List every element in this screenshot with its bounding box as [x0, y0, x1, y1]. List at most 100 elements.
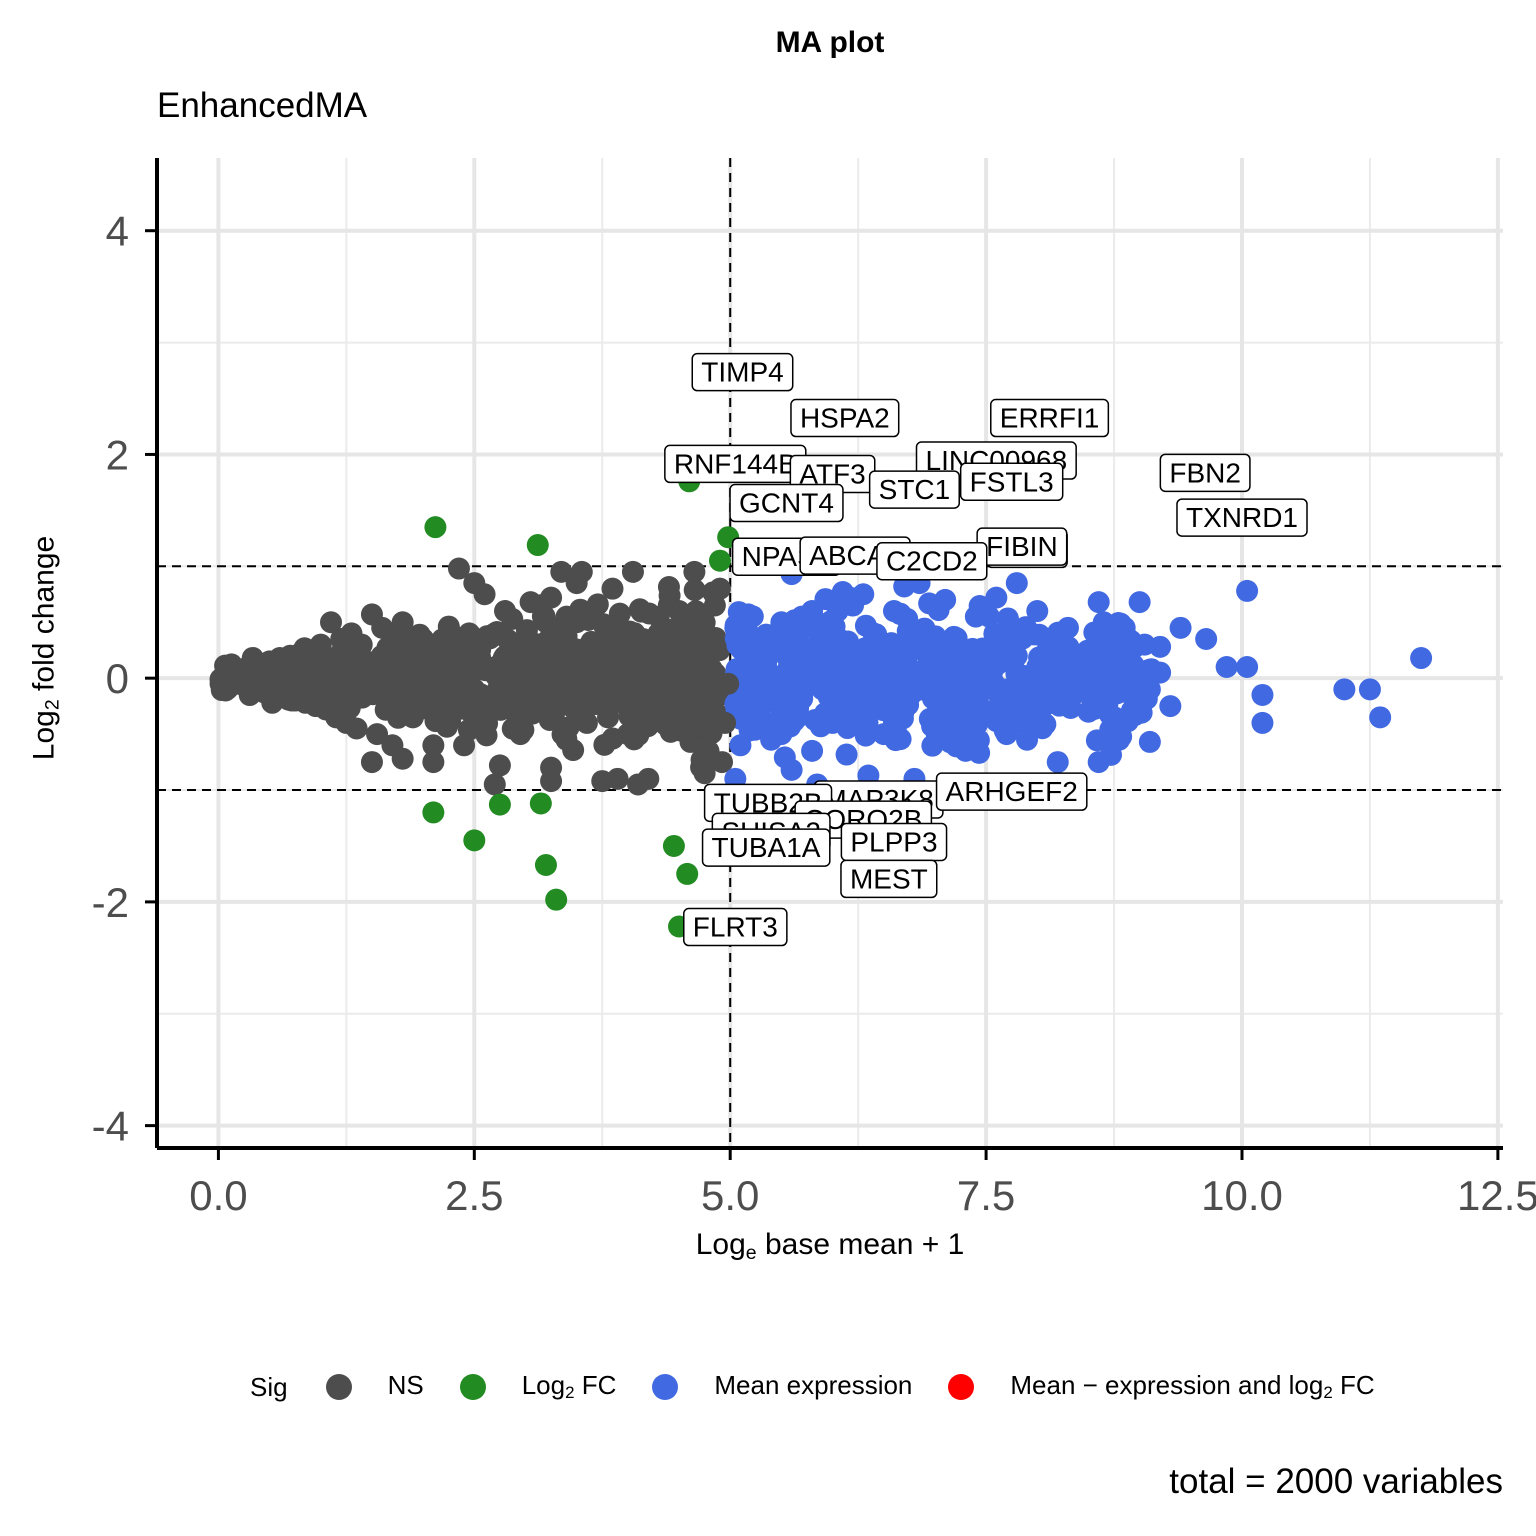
point-ns-cloud: [496, 693, 519, 716]
gene-label-box: [935, 772, 1088, 811]
legend-item-mean: Mean expression: [652, 1370, 912, 1403]
gene-label: FIBIN: [976, 527, 1068, 566]
legend-item-both: Mean − expression and log2 FC: [948, 1370, 1375, 1403]
point-ns: [540, 770, 563, 793]
point-ns: [391, 747, 414, 770]
gene-label-text: ARHGEF2: [946, 776, 1078, 807]
x-axis-label: Loge base mean + 1: [695, 1228, 965, 1264]
point-mean-cloud: [1103, 706, 1126, 729]
point-ns: [616, 723, 639, 746]
point-mean-expression: [1128, 591, 1151, 614]
point-mean-expression: [913, 633, 936, 656]
point-mean-cloud: [1120, 699, 1143, 722]
point-mean-expression: [821, 711, 844, 734]
gene-label-text: HSPA2: [800, 403, 890, 434]
point-ns-cloud: [327, 649, 350, 672]
x-tick-label: 12.5: [1457, 1172, 1536, 1219]
point-ns: [698, 661, 721, 684]
point-ns: [601, 577, 624, 600]
point-log2-fc: [424, 516, 447, 539]
gene-label-box: [1176, 498, 1308, 537]
point-mean-expression: [1138, 678, 1161, 701]
legend: Sig NS Log2 FC Mean expression Mean − ex…: [250, 1367, 1411, 1407]
point-mean-expression: [1215, 655, 1238, 678]
point-mean-cloud: [858, 700, 881, 723]
point-ns: [540, 586, 563, 609]
point-mean-expression: [1026, 655, 1049, 678]
point-mean-cloud: [1114, 623, 1137, 646]
point-mean-cloud: [786, 625, 809, 648]
point-ns: [637, 767, 660, 790]
point-mean-expression: [842, 661, 865, 684]
point-ns-cloud: [608, 602, 631, 625]
x-tick-label: 0.0: [189, 1172, 247, 1219]
point-ns: [483, 773, 506, 796]
x-tick-label: 7.5: [957, 1172, 1015, 1219]
point-log2-fc: [708, 549, 731, 572]
gene-label: ARHGEF2: [935, 772, 1088, 811]
point-mean-expression: [1005, 644, 1028, 667]
chart-title: MA plot: [775, 26, 885, 59]
gene-label-text: FSTL3: [970, 466, 1054, 497]
point-ns-cloud: [486, 656, 509, 679]
point-mean-expression: [770, 723, 793, 746]
point-mean-expression: [811, 678, 834, 701]
point-mean-expression: [1092, 611, 1115, 634]
point-mean-expression: [1410, 647, 1433, 670]
y-tick-label: 0: [106, 655, 129, 702]
point-ns: [698, 644, 721, 667]
point-mean-expression: [1108, 728, 1131, 751]
point-ns: [708, 577, 731, 600]
point-ns: [422, 751, 445, 774]
point-ns-cloud: [341, 667, 364, 690]
point-mean-cloud: [835, 743, 858, 766]
gene-label: GCNT4: [729, 483, 844, 523]
point-log2-fc: [422, 801, 445, 824]
point-mean-expression: [934, 588, 957, 611]
point-mean-expression: [995, 678, 1018, 701]
gene-label-text: FLRT3: [693, 912, 778, 943]
point-mean-expression: [836, 700, 859, 723]
point-mean-cloud: [978, 649, 1001, 672]
y-tick-label: 4: [106, 208, 129, 255]
point-ns: [575, 711, 598, 734]
point-ns: [432, 661, 455, 684]
point-mean-expression: [821, 644, 844, 667]
point-mean-expression: [1195, 628, 1218, 651]
point-mean-expression: [954, 739, 977, 762]
point-ns: [550, 560, 573, 583]
gene-label-box: [729, 483, 844, 523]
point-ns: [703, 594, 726, 617]
gene-label-text: ERRFI1: [1000, 403, 1100, 434]
y-tick-label: -2: [92, 879, 129, 926]
gene-label: FSTL3: [959, 462, 1064, 502]
gene-label-box: [691, 352, 794, 392]
legend-label-ns: NS: [387, 1370, 424, 1401]
point-mean-cloud: [924, 678, 947, 701]
point-ns-cloud: [466, 654, 489, 677]
point-ns-cloud: [393, 661, 416, 684]
point-ns-cloud: [593, 733, 616, 756]
point-ns: [360, 751, 383, 774]
point-mean-expression: [801, 739, 824, 762]
point-ns-cloud: [689, 716, 712, 739]
gene-label-text: RNF144B: [674, 448, 797, 479]
point-ns: [458, 622, 481, 645]
gene-label: RNF144B: [664, 444, 807, 484]
point-mean-expression: [770, 611, 793, 634]
point-log2-fc: [526, 534, 549, 557]
chart-caption: total = 2000 variables: [1169, 1462, 1503, 1501]
legend-swatch-mean: [652, 1374, 679, 1400]
legend-item-ns: NS: [325, 1370, 424, 1403]
point-mean-expression: [724, 616, 747, 639]
point-mean-cloud: [854, 724, 877, 747]
point-ns-cloud: [704, 627, 727, 650]
point-ns-cloud: [399, 689, 422, 712]
point-ns: [422, 734, 445, 757]
point-ns: [688, 613, 711, 636]
point-mean-cloud: [1007, 698, 1030, 721]
point-ns: [693, 762, 716, 785]
point-ns-cloud: [535, 682, 558, 705]
x-tick-label: 10.0: [1201, 1172, 1283, 1219]
point-mean-expression: [923, 717, 946, 740]
